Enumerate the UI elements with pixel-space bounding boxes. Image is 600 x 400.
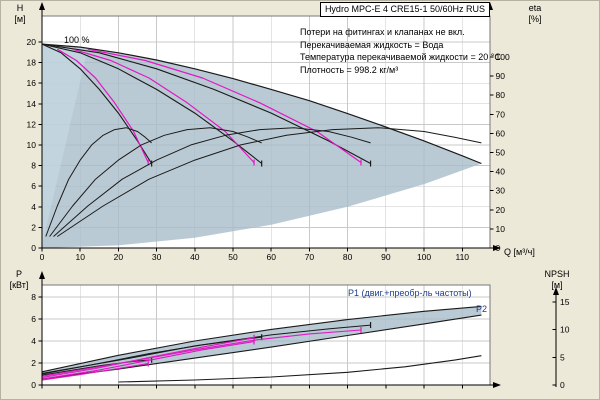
pump-curve-3max [41, 43, 371, 164]
x-tick-label: 60 [266, 252, 276, 262]
duty-curve-1 [56, 48, 149, 163]
npsh-curve [118, 355, 482, 383]
axis-arrow-up [39, 271, 45, 279]
p-axis-unit: [кВт] [9, 280, 29, 290]
y-tick-label: 8 [31, 292, 36, 302]
q-axis-title: Q [м³/ч] [504, 247, 535, 257]
npsh-tick-label: 10 [560, 325, 570, 335]
h-axis-title: H [м] [6, 3, 34, 25]
y-tick-label: 6 [31, 314, 36, 324]
power-curve-3 [41, 324, 371, 374]
eta-tick-label: 60 [496, 128, 506, 138]
x-tick-label: 50 [228, 252, 238, 262]
p2-curve [41, 314, 482, 380]
y-tick-label: 0 [31, 380, 36, 390]
eta-tick-label: 40 [496, 167, 506, 177]
x-tick-label: 20 [114, 252, 124, 262]
axis-arrow-up [553, 287, 559, 295]
axis-arrow-right [493, 245, 501, 251]
x-tick-label: 100 [417, 252, 431, 262]
eta-tick-label: 80 [496, 90, 506, 100]
npsh-axis-unit: [м] [551, 280, 563, 290]
fluid-info-text: Потери на фитингах и клапанах не вкл. Пе… [300, 26, 501, 76]
x-tick-label: 80 [343, 252, 353, 262]
eta-tick-label: 100 [496, 52, 510, 62]
h-axis-unit: [м] [14, 14, 26, 24]
x-tick-label: 90 [381, 252, 391, 262]
y-tick-label: 2 [31, 358, 36, 368]
pump-curve-4max [41, 43, 482, 165]
x-tick-label: 30 [152, 252, 162, 262]
duty-power-3 [41, 337, 255, 379]
eta-tick-label: 50 [496, 148, 506, 158]
y-tick-label: 16 [27, 78, 37, 88]
npsh-tick-label: 0 [560, 380, 565, 390]
speed-label: 100 % [64, 35, 90, 45]
power-curve-1 [41, 359, 152, 376]
y-tick-label: 12 [27, 119, 37, 129]
y-tick-label: 6 [31, 181, 36, 191]
npsh-tick-label: 5 [560, 352, 565, 362]
duty-curve-2 [72, 48, 255, 163]
operating-envelope [42, 44, 482, 248]
setpoint-wedge [42, 44, 88, 246]
duty-power-4 [41, 329, 362, 377]
axis-arrow-right [493, 382, 501, 388]
p-axis-title: P [кВт] [4, 269, 34, 291]
eta-tick-label: 90 [496, 71, 506, 81]
eta-tick-label: 30 [496, 186, 506, 196]
eta-curve-4 [57, 127, 482, 237]
npsh-axis-symbol: NPSH [544, 269, 570, 279]
y-tick-label: 4 [31, 202, 36, 212]
eta-tick-label: 10 [496, 224, 506, 234]
eta-axis-symbol: eta [528, 3, 542, 13]
eta-curve-1 [45, 127, 152, 237]
x-tick-label: 70 [305, 252, 315, 262]
p-axis-symbol: P [15, 269, 22, 279]
info-line-temperature: Температура перекачиваемой жидкости = 20… [300, 52, 501, 62]
y-tick-label: 10 [27, 140, 37, 150]
y-tick-label: 2 [31, 222, 36, 232]
info-line-losses: Потери на фитингах и клапанах не вкл. [300, 27, 465, 37]
eta-tick-label: 70 [496, 109, 506, 119]
x-tick-label: 0 [40, 252, 45, 262]
p1-max-curve [41, 305, 482, 373]
y-tick-label: 20 [27, 37, 37, 47]
eta-axis-unit: [%] [528, 14, 542, 24]
y-tick-label: 8 [31, 161, 36, 171]
info-line-fluid: Перекачиваемая жидкость = Вода [300, 39, 444, 50]
eta-axis-title: eta [%] [520, 3, 550, 25]
eta-tick-label: 20 [496, 205, 506, 215]
y-tick-label: 0 [31, 243, 36, 253]
eta-curve-3 [53, 127, 371, 237]
x-tick-label: 40 [190, 252, 200, 262]
info-line-density: Плотность = 998.2 кг/м³ [300, 64, 399, 75]
h-axis-symbol: H [16, 3, 24, 13]
duty-power-1 [41, 363, 149, 381]
duty-power-2 [41, 341, 255, 380]
p2-curve-label: P2 [476, 304, 488, 314]
chart-title-box: Hydro MPC-E 4 CRE15-1 50/60Hz RUS [319, 2, 490, 17]
npsh-axis-title: NPSH [м] [536, 269, 578, 291]
axis-arrow-up [39, 2, 45, 10]
y-tick-label: 14 [27, 99, 37, 109]
y-tick-label: 4 [31, 336, 36, 346]
npsh-tick-label: 15 [560, 297, 570, 307]
x-tick-label: 10 [75, 252, 85, 262]
p1-curve-label: P1 (двиг.+преобр-ль частоты) [348, 288, 472, 298]
duty-curve-3 [87, 48, 362, 163]
pump-curve-2max [41, 43, 263, 164]
eta-tick-label: 0 [496, 243, 501, 253]
x-tick-label: 110 [455, 252, 469, 262]
y-tick-label: 18 [27, 58, 37, 68]
